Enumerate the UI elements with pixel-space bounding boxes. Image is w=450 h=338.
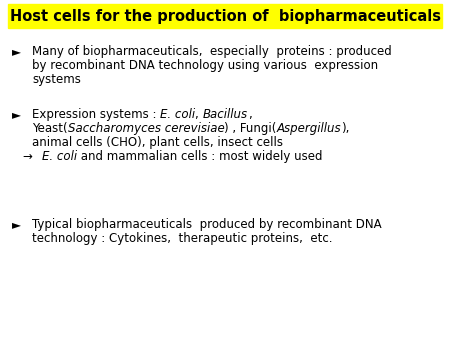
Text: Yeast(: Yeast( — [32, 122, 68, 135]
Text: Expression systems :: Expression systems : — [32, 108, 160, 121]
Text: Host cells for the production of  biopharmaceuticals: Host cells for the production of biophar… — [9, 8, 441, 24]
Text: ►: ► — [12, 108, 21, 121]
Text: systems: systems — [32, 73, 81, 86]
Text: Saccharomyces cerevisiae: Saccharomyces cerevisiae — [68, 122, 225, 135]
Text: →: → — [22, 150, 32, 163]
Text: E. coli: E. coli — [160, 108, 195, 121]
Text: Bacillus: Bacillus — [203, 108, 248, 121]
Text: and mammalian cells : most widely used: and mammalian cells : most widely used — [77, 150, 322, 163]
Text: Typical biopharmaceuticals  produced by recombinant DNA: Typical biopharmaceuticals produced by r… — [32, 218, 382, 231]
Text: ►: ► — [12, 45, 21, 58]
FancyBboxPatch shape — [8, 4, 442, 28]
Text: ,: , — [195, 108, 203, 121]
Text: Many of biopharmaceuticals,  especially  proteins : produced: Many of biopharmaceuticals, especially p… — [32, 45, 392, 58]
Text: technology : Cytokines,  therapeutic proteins,  etc.: technology : Cytokines, therapeutic prot… — [32, 232, 333, 245]
Text: by recombinant DNA technology using various  expression: by recombinant DNA technology using vari… — [32, 59, 378, 72]
Text: E. coli: E. coli — [42, 150, 77, 163]
Text: ),: ), — [342, 122, 350, 135]
Text: Aspergillus: Aspergillus — [277, 122, 342, 135]
Text: ,: , — [248, 108, 252, 121]
Text: animal cells (CHO), plant cells, insect cells: animal cells (CHO), plant cells, insect … — [32, 136, 283, 149]
Text: ) , Fungi(: ) , Fungi( — [225, 122, 277, 135]
Text: ►: ► — [12, 218, 21, 231]
